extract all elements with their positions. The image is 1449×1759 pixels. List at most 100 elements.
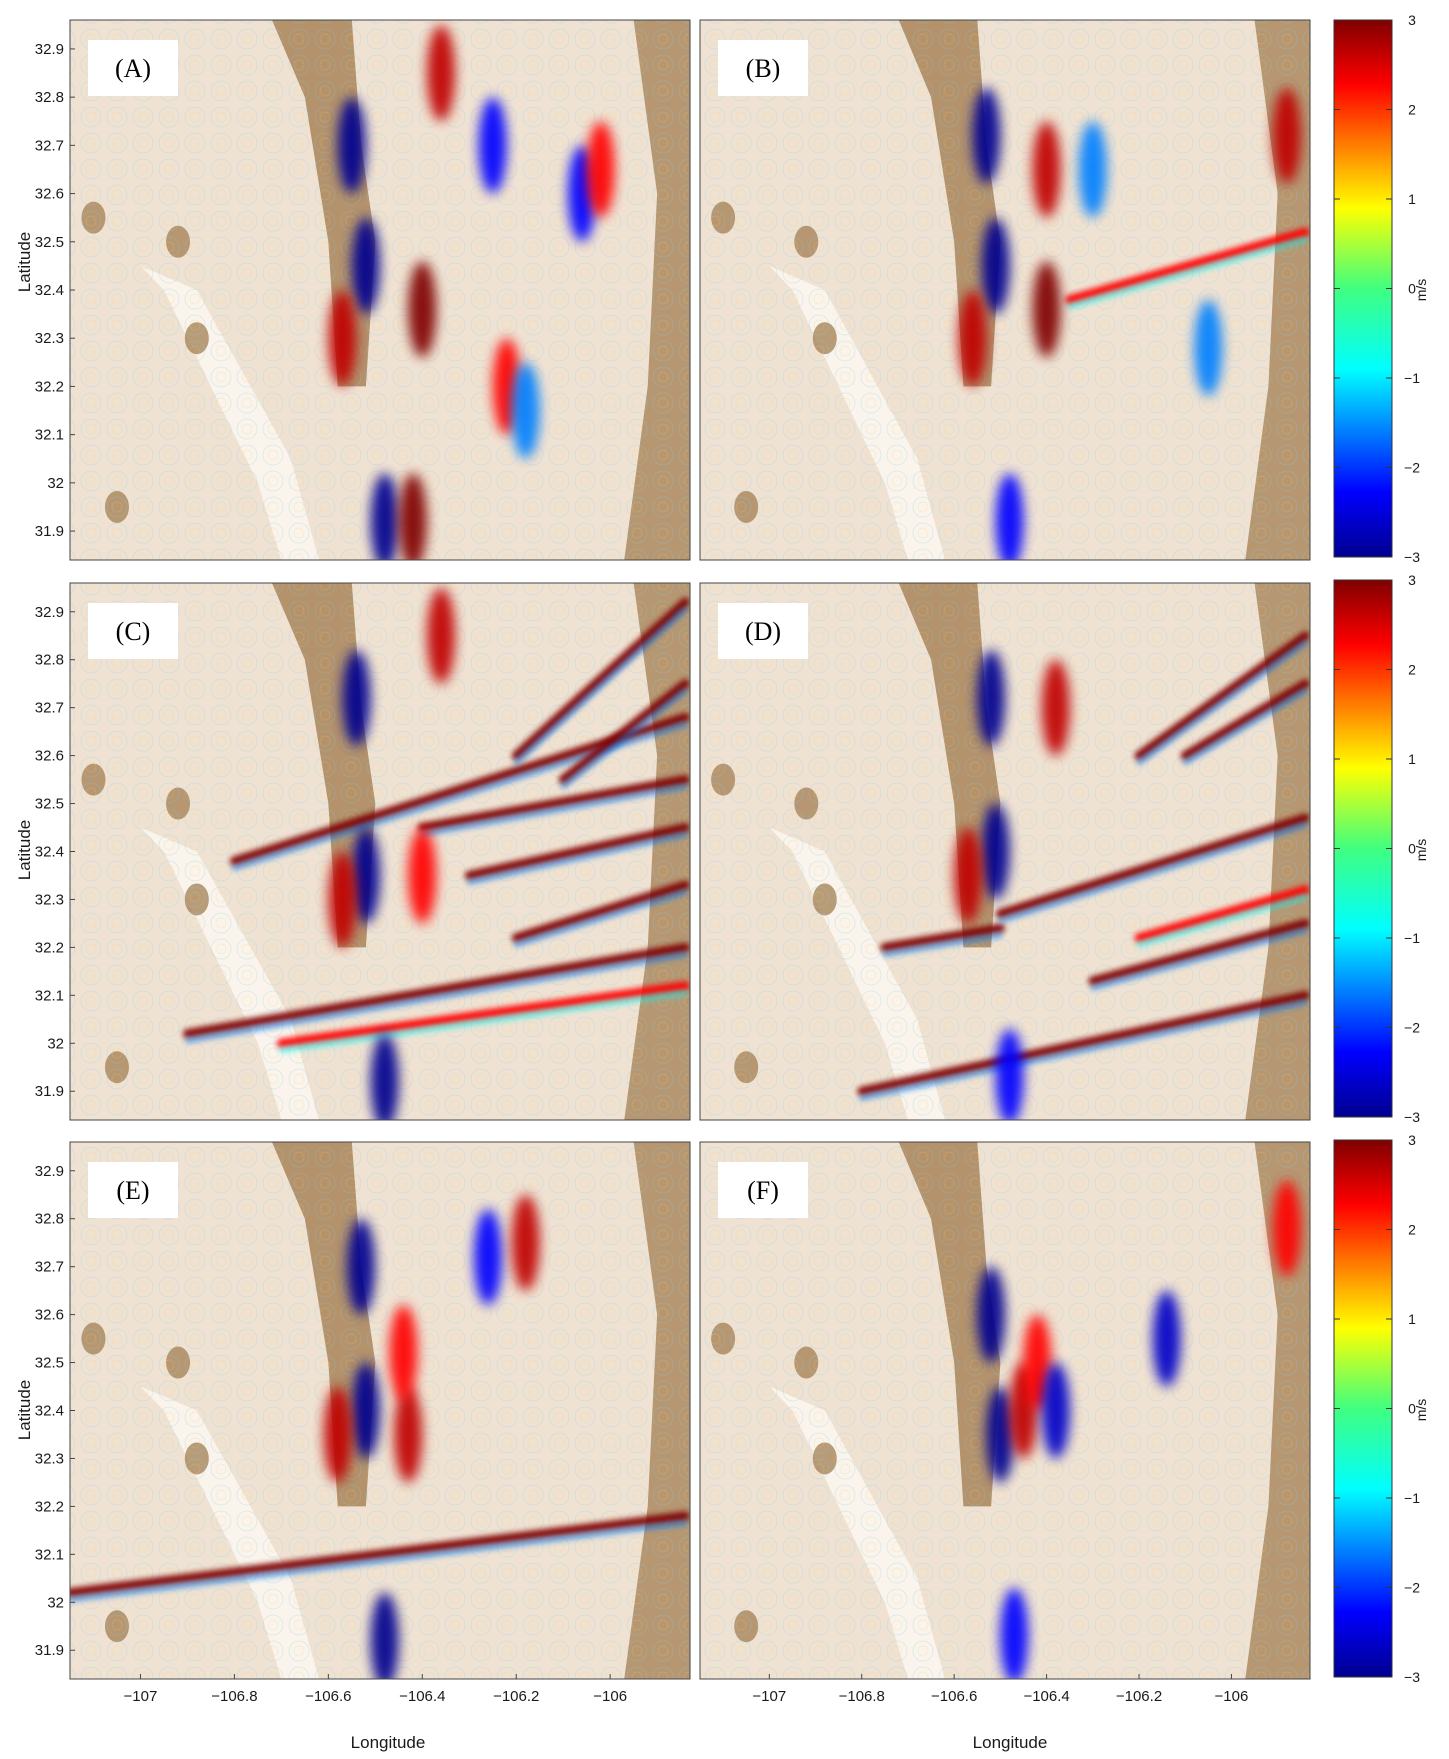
x-tick-label: −106	[1215, 1688, 1249, 1705]
velocity-anomaly	[398, 473, 427, 560]
y-tick-label: 32.7	[35, 137, 64, 154]
wave-band	[880, 923, 1005, 952]
velocity-anomaly	[972, 87, 1001, 184]
y-tick-label: 32.2	[35, 1498, 64, 1515]
velocity-anomaly	[394, 1386, 423, 1483]
velocity-anomaly	[474, 1209, 503, 1306]
velocity-anomaly	[408, 261, 437, 358]
x-tick-label: −106.4	[1023, 1688, 1069, 1705]
velocity-anomaly	[389, 1304, 418, 1401]
y-tick-label: 32.6	[35, 186, 64, 203]
panel-label: (E)	[116, 1176, 149, 1205]
colorbar-tick-label: −1	[1404, 370, 1420, 386]
wave-band-trough	[997, 822, 1308, 924]
velocity-anomaly	[351, 827, 380, 924]
wave-band-trough	[1090, 927, 1308, 991]
colorbar-tick-label: −1	[1404, 1490, 1420, 1506]
colorbar-top: 3 2 1 0 −1 −2 −3 m/s	[1333, 12, 1429, 565]
y-tick-label: 32.4	[35, 844, 64, 861]
velocity-anomaly	[981, 217, 1010, 314]
wave-band	[857, 990, 1310, 1096]
panel-label: (C)	[116, 617, 151, 646]
y-tick-label: 31.9	[35, 1083, 64, 1100]
velocity-anomaly	[342, 650, 371, 747]
colorbar-tick-label: −3	[1404, 1109, 1420, 1125]
velocity-anomaly	[511, 362, 540, 459]
colorbar-tick-label: −2	[1404, 460, 1420, 476]
wave-band-trough	[560, 688, 688, 790]
panel-label-box	[88, 603, 178, 659]
x-tick-label: −106	[593, 1688, 627, 1705]
y-tick-label: 32.5	[35, 234, 64, 251]
ylabel-row-2: Latitude	[15, 820, 34, 881]
wave-band-trough	[419, 784, 688, 838]
x-tick-label: −107	[752, 1688, 786, 1705]
xlabel-left: Longitude	[351, 1733, 426, 1752]
y-tick-label: 32.2	[35, 939, 64, 956]
y-tick-label: 32.3	[35, 1450, 64, 1467]
velocity-anomaly	[370, 473, 399, 560]
colorbar-tick-label: 2	[1408, 1222, 1416, 1238]
panel-frame	[699, 582, 1311, 1121]
wave-band	[182, 942, 690, 1039]
wave-band-trough	[882, 932, 1003, 957]
panel-label-box	[88, 40, 178, 96]
colorbar-tick-label: −2	[1404, 1580, 1420, 1596]
ylabel-row-1: Latitude	[15, 232, 34, 293]
velocity-anomaly	[995, 473, 1024, 560]
velocity-anomaly	[328, 851, 357, 948]
velocity-anomaly	[511, 1194, 540, 1291]
colorbar-unit: m/s	[1413, 279, 1429, 302]
velocity-anomaly	[586, 121, 615, 218]
y-tick-label: 32	[47, 1035, 64, 1052]
colorbar-tick-label: 3	[1408, 572, 1416, 588]
velocity-anomaly	[427, 25, 456, 122]
ylabel-row-3: Latitude	[15, 1380, 34, 1441]
wave-band	[464, 823, 690, 880]
velocity-anomaly	[954, 827, 983, 924]
colorbar-tick-label: −3	[1404, 549, 1420, 565]
velocity-anomaly	[995, 1028, 1024, 1120]
velocity-anomaly	[981, 803, 1010, 900]
velocity-anomaly	[370, 1033, 399, 1120]
colorbar-bar	[1333, 19, 1393, 558]
velocity-anomaly	[1041, 1362, 1070, 1459]
y-tick-label: 32.6	[35, 748, 64, 765]
wave-band-trough	[1182, 688, 1308, 766]
panel-frame	[699, 19, 1311, 561]
panel-f: (F) −107 −106.8 −106.6 −106.4 −106.2 −106	[699, 1141, 1311, 1705]
colorbar-tick-label: 0	[1408, 841, 1416, 857]
velocity-anomaly	[1041, 659, 1070, 756]
velocity-anomaly	[347, 1218, 376, 1315]
y-tick-label: 32.1	[35, 1546, 64, 1563]
x-tick-label: −106.8	[211, 1688, 257, 1705]
colorbar-bar	[1333, 1139, 1393, 1678]
panel-frame	[699, 1141, 1311, 1680]
wave-band	[995, 813, 1310, 919]
y-tick-label: 32.8	[35, 1211, 64, 1228]
panel-label: (D)	[745, 617, 781, 646]
panel-label-box	[88, 1162, 178, 1218]
y-tick-label: 32.4	[35, 1403, 64, 1420]
y-tick-label: 32.8	[35, 89, 64, 106]
colorbar-tick-label: 2	[1408, 102, 1416, 118]
wave-band-trough	[1136, 894, 1308, 948]
panel-label-box	[718, 603, 808, 659]
wave-band-trough	[466, 832, 688, 885]
panel-label-box	[718, 1162, 808, 1218]
wave-band-trough	[1067, 236, 1308, 310]
x-tick-label: −106.6	[931, 1688, 977, 1705]
colorbar-tick-label: 0	[1408, 281, 1416, 297]
velocity-anomaly	[370, 1592, 399, 1679]
wave-band	[70, 1511, 690, 1598]
x-tick-label: −107	[124, 1688, 158, 1705]
wave-band-trough	[513, 606, 688, 766]
wave-band-trough	[513, 889, 688, 948]
velocity-anomaly	[1272, 1180, 1301, 1277]
colorbar-middle: 3 2 1 0 −1 −2 −3 m/s	[1333, 572, 1429, 1125]
y-tick-label: 32.9	[35, 41, 64, 58]
y-tick-label: 32.1	[35, 427, 64, 444]
wave-band	[276, 981, 690, 1048]
x-tick-label: −106.2	[493, 1688, 539, 1705]
